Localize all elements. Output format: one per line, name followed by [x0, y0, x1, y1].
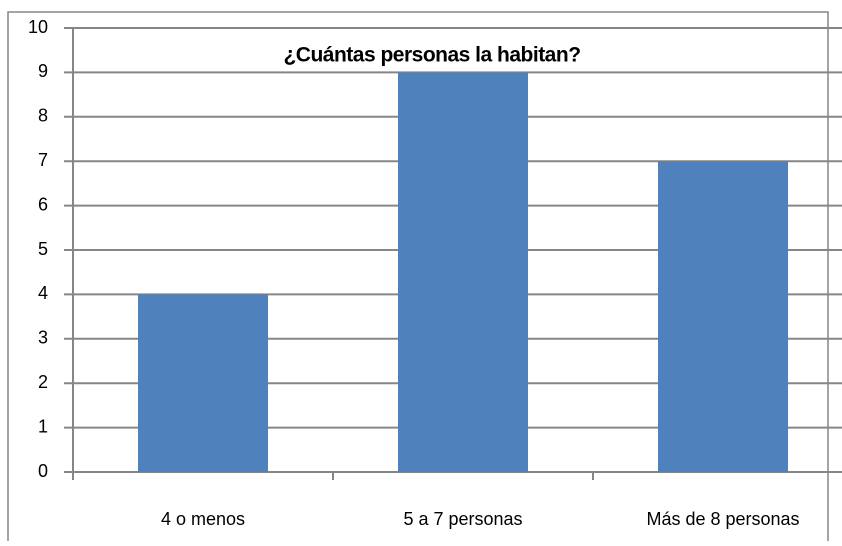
y-tick-label: 7: [38, 150, 48, 170]
chart-border: [7, 11, 829, 546]
y-tick-label: 0: [38, 461, 48, 481]
bars: [138, 72, 788, 473]
bar: [398, 72, 528, 473]
y-tick-label: 1: [38, 416, 48, 436]
chart-title: ¿Cuántas personas la habitan?: [283, 44, 580, 67]
bar: [658, 161, 788, 472]
y-tick-label: 8: [38, 106, 48, 126]
y-tick-label: 6: [38, 194, 48, 214]
y-tick-label: 9: [38, 61, 48, 81]
bar: [138, 294, 268, 472]
x-tick-label: Más de 8 personas: [646, 509, 799, 529]
y-tick-label: 5: [38, 239, 48, 259]
y-tick-label: 10: [28, 17, 48, 37]
x-tick-label: 5 a 7 personas: [403, 509, 522, 529]
y-tick-label: 4: [38, 283, 48, 303]
labels: 0 1 2 3 4 5 6 7 8 9 10 4 o menos 5 a 7 personas Más d…: [28, 17, 800, 529]
x-tick-label: 4 o menos: [161, 509, 245, 529]
y-tick-label: 3: [38, 328, 48, 348]
y-tick-label: 2: [38, 372, 48, 392]
